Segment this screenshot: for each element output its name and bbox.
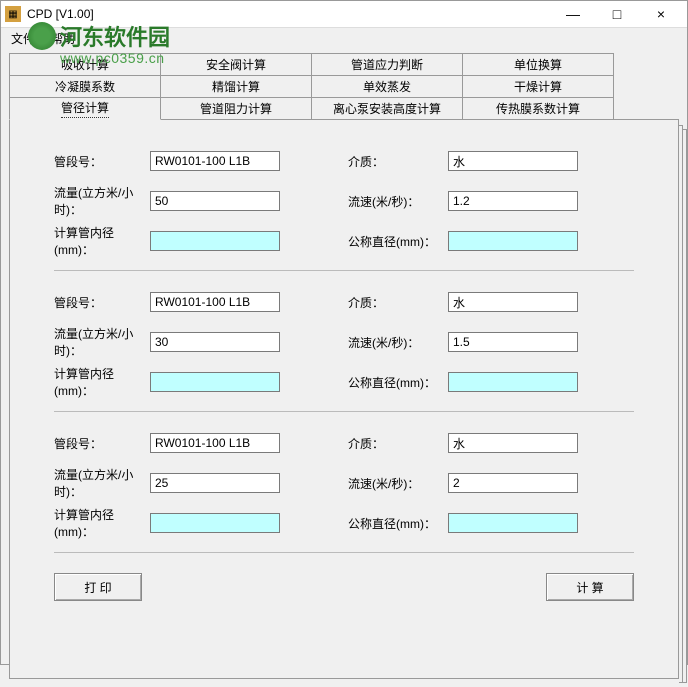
label-nominal-diameter: 公称直径(mm)： — [340, 233, 448, 250]
input-nominal-diameter-3[interactable] — [448, 513, 578, 533]
divider-2 — [54, 411, 634, 412]
print-button[interactable]: 打 印 — [54, 573, 142, 601]
input-velocity-3[interactable] — [448, 473, 578, 493]
section-3: 管段号： 介质： 流量(立方米/小时)： 流速(米/秒)： — [30, 432, 658, 534]
input-flow-1[interactable] — [150, 191, 280, 211]
minimize-button[interactable]: — — [551, 1, 595, 27]
tab-evaporation[interactable]: 单效蒸发 — [311, 75, 463, 97]
tab-condensation[interactable]: 冷凝膜系数 — [9, 75, 161, 97]
label-inner-diameter: 计算管内径(mm)： — [30, 365, 150, 399]
tab-row-2: 冷凝膜系数 精馏计算 单效蒸发 干燥计算 — [9, 75, 679, 97]
window-title: CPD [V1.00] — [27, 7, 551, 21]
tabset: 吸收计算 安全阀计算 管道应力判断 单位换算 冷凝膜系数 精馏计算 单效蒸发 干… — [9, 53, 679, 679]
tab-pipe-diameter[interactable]: 管径计算 — [9, 97, 161, 120]
divider-3 — [54, 552, 634, 553]
input-segment-1[interactable] — [150, 151, 280, 171]
tab-absorption[interactable]: 吸收计算 — [9, 53, 161, 75]
menubar: 文件 帮助 — [1, 28, 687, 49]
label-medium: 介质： — [340, 153, 448, 170]
label-flow: 流量(立方米/小时)： — [30, 325, 150, 359]
label-inner-diameter: 计算管内径(mm)： — [30, 506, 150, 540]
close-button[interactable]: × — [639, 1, 683, 27]
input-nominal-diameter-2[interactable] — [448, 372, 578, 392]
input-medium-1[interactable] — [448, 151, 578, 171]
divider-1 — [54, 270, 634, 271]
label-segment: 管段号： — [30, 294, 150, 311]
label-velocity: 流速(米/秒)： — [340, 334, 448, 351]
button-row: 打 印 计 算 — [30, 573, 658, 601]
label-flow: 流量(立方米/小时)： — [30, 466, 150, 500]
section-1: 管段号： 介质： 流量(立方米/小时)： 流速(米/秒)： — [30, 150, 658, 252]
tab-drying[interactable]: 干燥计算 — [462, 75, 614, 97]
tab-row-1: 吸收计算 安全阀计算 管道应力判断 单位换算 — [9, 53, 679, 75]
label-nominal-diameter: 公称直径(mm)： — [340, 515, 448, 532]
label-inner-diameter: 计算管内径(mm)： — [30, 224, 150, 258]
label-segment: 管段号： — [30, 153, 150, 170]
tab-panel: 管段号： 介质： 流量(立方米/小时)： 流速(米/秒)： — [9, 119, 679, 679]
input-inner-diameter-3[interactable] — [150, 513, 280, 533]
label-segment: 管段号： — [30, 435, 150, 452]
input-inner-diameter-2[interactable] — [150, 372, 280, 392]
input-velocity-2[interactable] — [448, 332, 578, 352]
calculate-button[interactable]: 计 算 — [546, 573, 634, 601]
input-flow-3[interactable] — [150, 473, 280, 493]
label-medium: 介质： — [340, 294, 448, 311]
input-medium-3[interactable] — [448, 433, 578, 453]
section-2: 管段号： 介质： 流量(立方米/小时)： 流速(米/秒)： — [30, 291, 658, 393]
tab-safety-valve[interactable]: 安全阀计算 — [160, 53, 312, 75]
maximize-button[interactable]: □ — [595, 1, 639, 27]
label-nominal-diameter: 公称直径(mm)： — [340, 374, 448, 391]
content-area: 吸收计算 安全阀计算 管道应力判断 单位换算 冷凝膜系数 精馏计算 单效蒸发 干… — [1, 49, 687, 687]
titlebar: ▦ CPD [V1.00] — □ × — [1, 1, 687, 28]
tab-unit-conversion[interactable]: 单位换算 — [462, 53, 614, 75]
tab-pump-height[interactable]: 离心泵安装高度计算 — [311, 97, 463, 119]
tab-pipe-stress[interactable]: 管道应力判断 — [311, 53, 463, 75]
label-flow: 流量(立方米/小时)： — [30, 184, 150, 218]
label-medium: 介质： — [340, 435, 448, 452]
input-segment-2[interactable] — [150, 292, 280, 312]
input-segment-3[interactable] — [150, 433, 280, 453]
label-velocity: 流速(米/秒)： — [340, 475, 448, 492]
tab-distillation[interactable]: 精馏计算 — [160, 75, 312, 97]
menu-help[interactable]: 帮助 — [45, 28, 81, 49]
panel-stack-2 — [683, 129, 687, 683]
tab-heat-transfer[interactable]: 传热膜系数计算 — [462, 97, 614, 119]
input-inner-diameter-1[interactable] — [150, 231, 280, 251]
tab-pipe-resistance[interactable]: 管道阻力计算 — [160, 97, 312, 119]
app-icon: ▦ — [5, 6, 21, 22]
label-velocity: 流速(米/秒)： — [340, 193, 448, 210]
input-velocity-1[interactable] — [448, 191, 578, 211]
menu-file[interactable]: 文件 — [5, 28, 41, 49]
tab-row-3: 管径计算 管道阻力计算 离心泵安装高度计算 传热膜系数计算 — [9, 97, 679, 119]
input-nominal-diameter-1[interactable] — [448, 231, 578, 251]
window-controls: — □ × — [551, 1, 683, 27]
input-medium-2[interactable] — [448, 292, 578, 312]
app-window: ▦ CPD [V1.00] — □ × 文件 帮助 河东软件园 www.pc03… — [0, 0, 688, 665]
input-flow-2[interactable] — [150, 332, 280, 352]
